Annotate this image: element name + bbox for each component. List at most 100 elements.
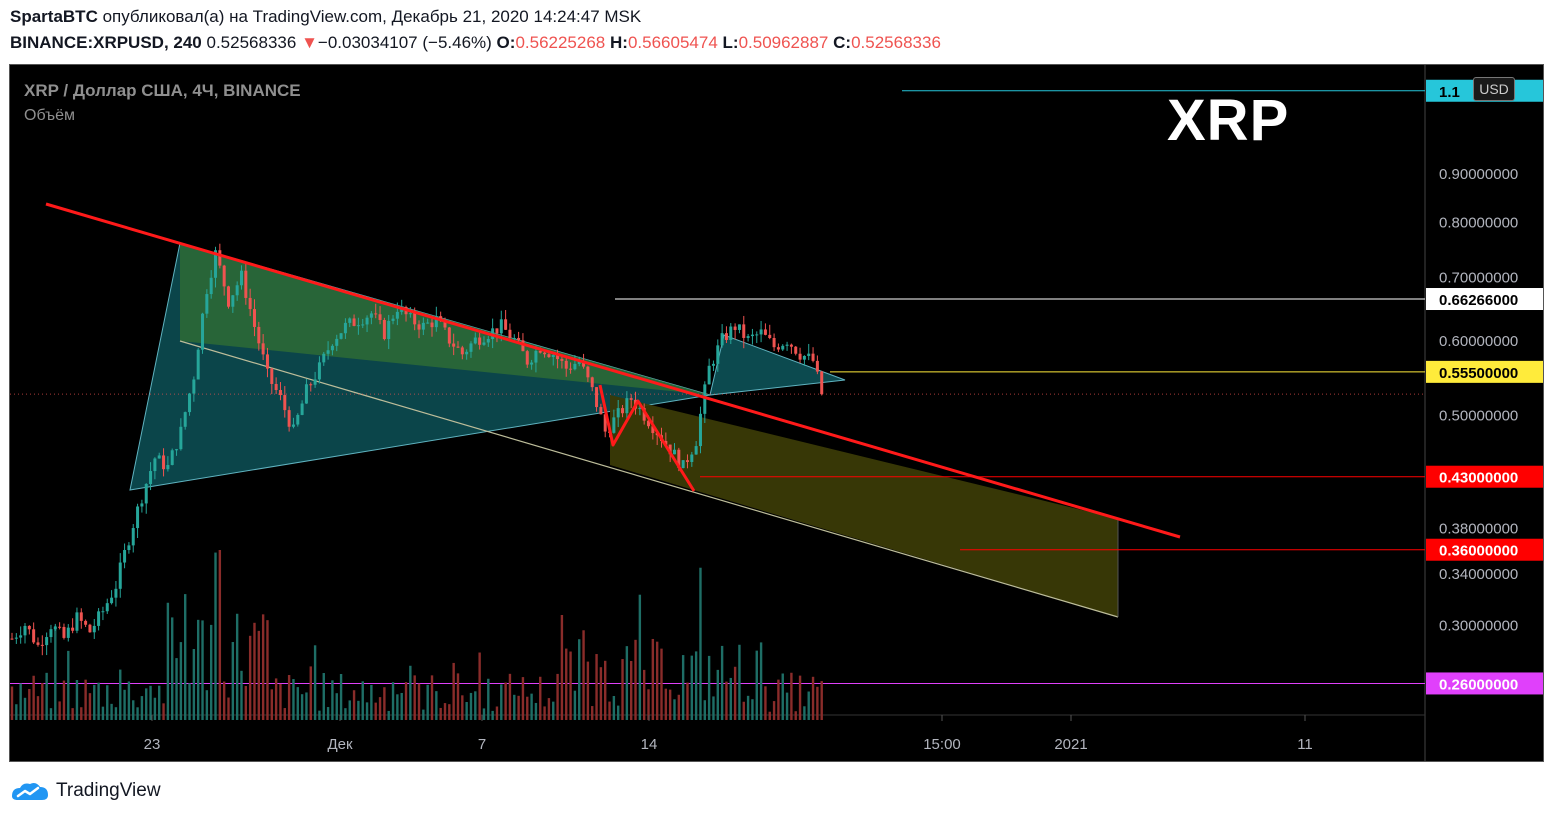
volume-bar (681, 655, 685, 720)
candle-body (317, 362, 321, 380)
volume-bar (655, 641, 659, 720)
time-tick-label: 14 (641, 736, 658, 753)
volume-legend: Объём (24, 107, 75, 124)
volume-bar (694, 651, 698, 720)
author-name[interactable]: SpartaBTC (10, 7, 98, 26)
candle-body (560, 359, 564, 361)
volume-bar (746, 695, 750, 720)
price-tag (1426, 538, 1543, 561)
candle-body (382, 319, 386, 340)
candle-body (209, 277, 213, 295)
volume-bar (759, 642, 763, 720)
volume-bar (742, 701, 745, 720)
time-tick-label: 7 (478, 736, 486, 753)
candle-body (395, 311, 399, 319)
candle-body (265, 354, 269, 369)
candle-body (149, 471, 153, 484)
volume-bar (370, 684, 373, 720)
volume-bar (305, 692, 308, 720)
candle-body (84, 620, 88, 625)
volume-bar (443, 703, 447, 720)
candle-body (49, 629, 53, 638)
volume-bar (513, 694, 516, 720)
volume-bar (287, 675, 291, 720)
volume-bar (426, 684, 429, 720)
volume-bar (201, 620, 204, 720)
currency-button[interactable]: USD (1473, 77, 1515, 101)
volume-bar (153, 697, 157, 720)
candle-body (235, 285, 239, 296)
time-tick-label: 15:00 (923, 736, 961, 753)
volume-bar (114, 707, 118, 720)
candle-body (802, 355, 806, 360)
candle-body (690, 454, 694, 462)
candle-body (162, 455, 166, 470)
candle-body (356, 325, 360, 327)
candle-body (776, 347, 780, 350)
candle-body (621, 408, 625, 414)
price-tick-label: 0.30000000 (1439, 618, 1518, 635)
candle-body (720, 333, 724, 346)
volume-bar (556, 673, 559, 720)
volume-bar (318, 710, 321, 720)
candle-body (196, 349, 200, 380)
price-tick-label: 0.80000000 (1439, 215, 1518, 232)
volume-bar (664, 688, 668, 720)
candle-body (322, 353, 326, 363)
volume-bar (214, 552, 217, 720)
price-chart[interactable]: 0.90000000 0.80000000 0.70000000 0.60000000… (10, 65, 1544, 762)
volume-bar (651, 638, 655, 720)
volume-bar (465, 702, 468, 720)
candle-body (127, 545, 131, 551)
candle-body (478, 337, 482, 345)
volume-bar (621, 659, 624, 720)
volume-bar (638, 594, 642, 720)
footer-brand[interactable]: TradingView (10, 778, 161, 804)
tradingview-logo-icon (12, 783, 48, 800)
price-tag-label: 0.43000000 (1439, 470, 1518, 487)
volume-bar (75, 680, 79, 720)
candle-body (820, 371, 824, 395)
time-tick-label: 11 (1297, 736, 1313, 753)
volume-bar (803, 706, 806, 720)
volume-bar (15, 704, 18, 720)
volume-bar (474, 691, 477, 720)
volume-bar (19, 683, 22, 720)
volume-bar (119, 669, 122, 720)
candle-body (677, 449, 681, 469)
volume-bar (629, 660, 633, 720)
price-tick-label: 0.60000000 (1439, 333, 1518, 350)
candle-body (170, 450, 174, 465)
candle-body (300, 403, 304, 415)
volume-bar (612, 695, 616, 720)
volume-bar (764, 686, 767, 720)
volume-bar (404, 682, 408, 720)
chart-frame[interactable]: 0.90000000 0.80000000 0.70000000 0.60000000… (9, 64, 1544, 762)
volume-bar (647, 689, 650, 720)
volume-bar (634, 639, 637, 720)
candle-body (131, 528, 135, 546)
candle-body (672, 449, 676, 455)
volume-bar (526, 696, 529, 720)
volume-bar (625, 646, 629, 720)
candle-body (443, 321, 447, 328)
candle-body (153, 458, 157, 472)
volume-bar (205, 690, 209, 720)
volume-bar (313, 645, 317, 720)
candle-body (10, 638, 14, 640)
volume-bar (279, 683, 282, 720)
candle-body (599, 407, 603, 415)
volume-bar (274, 678, 278, 720)
volume-bar (595, 654, 598, 720)
candle-body (647, 420, 651, 427)
volume-bar (586, 661, 590, 720)
candle-body (348, 318, 352, 323)
candle-body (582, 360, 586, 367)
volume-bar (28, 688, 31, 720)
candle-body (252, 309, 256, 327)
candle-body (227, 286, 230, 307)
candle-body (447, 327, 451, 344)
volume-bar (495, 706, 499, 720)
volume-bar (573, 690, 577, 720)
volume-bar (807, 691, 810, 720)
